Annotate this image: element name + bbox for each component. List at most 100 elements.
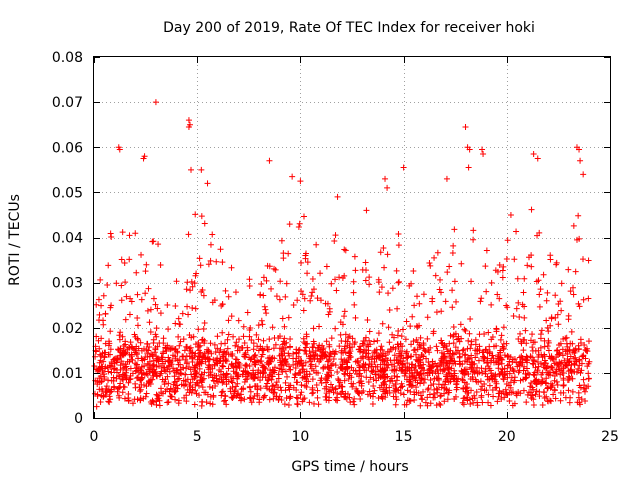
- data-point: [138, 296, 145, 303]
- data-point: [479, 353, 486, 360]
- data-point: [286, 386, 293, 393]
- data-point: [541, 364, 548, 371]
- data-point: [241, 396, 248, 403]
- data-point: [310, 389, 317, 396]
- data-point: [504, 353, 511, 360]
- data-point: [258, 280, 265, 287]
- data-point: [174, 357, 181, 364]
- data-point: [374, 363, 381, 370]
- data-point: [242, 362, 249, 369]
- data-point: [410, 268, 417, 275]
- data-point: [108, 234, 115, 241]
- data-point: [557, 340, 564, 347]
- data-point: [420, 388, 427, 395]
- data-point: [375, 394, 382, 401]
- data-point: [525, 370, 532, 377]
- data-point: [326, 343, 333, 350]
- data-point: [302, 252, 309, 259]
- data-point: [219, 329, 226, 336]
- data-point: [255, 322, 262, 329]
- data-point: [528, 263, 535, 270]
- data-point: [328, 335, 335, 342]
- data-point: [122, 349, 129, 356]
- data-point: [523, 353, 530, 360]
- data-point: [551, 386, 558, 393]
- data-point: [395, 231, 402, 238]
- data-point: [504, 362, 511, 369]
- data-point: [154, 395, 161, 402]
- data-point: [251, 393, 258, 400]
- data-point: [570, 222, 577, 229]
- data-point: [241, 378, 248, 385]
- data-point: [391, 367, 398, 374]
- data-point: [175, 333, 182, 340]
- data-point: [372, 371, 379, 378]
- data-point: [397, 340, 404, 347]
- data-point: [342, 331, 349, 338]
- data-point: [542, 379, 549, 386]
- data-point: [465, 354, 472, 361]
- data-point: [165, 399, 172, 406]
- data-point: [577, 369, 584, 376]
- data-point: [500, 375, 507, 382]
- data-point: [585, 370, 592, 377]
- data-point: [214, 345, 221, 352]
- data-point: [229, 394, 236, 401]
- data-point: [298, 259, 305, 266]
- data-point: [305, 378, 312, 385]
- data-point: [517, 330, 524, 337]
- data-point: [285, 350, 292, 357]
- data-point: [394, 341, 401, 348]
- data-point: [184, 303, 191, 310]
- data-point: [246, 394, 253, 401]
- data-point: [424, 314, 431, 321]
- data-point: [155, 241, 162, 248]
- data-point: [233, 393, 240, 400]
- data-point: [374, 368, 381, 375]
- data-point: [560, 365, 567, 372]
- data-point: [532, 364, 539, 371]
- data-point: [414, 370, 421, 377]
- data-point: [395, 242, 402, 249]
- data-point: [562, 335, 569, 342]
- data-point: [565, 266, 572, 273]
- data-point: [204, 180, 211, 187]
- data-point: [450, 351, 457, 358]
- data-point: [171, 373, 178, 380]
- data-point: [150, 295, 157, 302]
- data-point: [550, 391, 557, 398]
- data-point: [126, 351, 133, 358]
- data-point: [434, 347, 441, 354]
- data-point: [180, 364, 187, 371]
- y-tick-label: 0.02: [52, 321, 83, 337]
- data-point: [150, 238, 157, 245]
- data-point: [444, 396, 451, 403]
- data-point: [148, 351, 155, 358]
- data-point: [118, 297, 125, 304]
- data-point: [560, 382, 567, 389]
- data-point: [239, 344, 246, 351]
- data-point: [285, 402, 292, 409]
- data-point: [538, 327, 545, 334]
- data-point: [437, 402, 444, 409]
- data-point: [115, 392, 122, 399]
- data-point: [125, 395, 132, 402]
- data-point: [167, 385, 174, 392]
- data-point: [468, 387, 475, 394]
- data-point: [460, 385, 467, 392]
- data-point: [328, 280, 335, 287]
- data-point: [511, 256, 518, 263]
- data-point: [481, 387, 488, 394]
- data-point: [160, 349, 167, 355]
- data-point: [140, 395, 147, 402]
- data-point: [93, 348, 100, 355]
- data-point: [513, 228, 520, 235]
- data-point: [462, 368, 469, 375]
- data-point: [180, 336, 187, 343]
- data-point: [219, 388, 226, 395]
- data-point: [520, 367, 527, 374]
- data-point: [322, 376, 329, 383]
- data-point: [447, 347, 454, 354]
- data-point: [93, 333, 100, 340]
- data-point: [572, 268, 579, 275]
